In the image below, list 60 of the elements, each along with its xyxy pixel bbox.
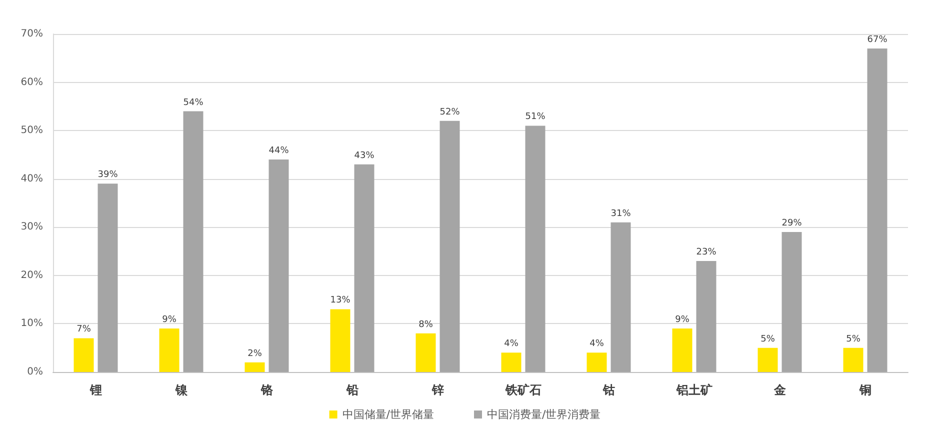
y-tick-label: 30%: [20, 222, 43, 233]
x-tick-label: 锂: [88, 383, 102, 397]
bar: [586, 352, 607, 372]
bar: [416, 333, 436, 372]
y-tick-label: 0%: [27, 366, 43, 378]
x-tick-label: 镍: [174, 383, 188, 397]
bar: [330, 309, 350, 372]
bar: [74, 338, 94, 372]
data-label: 8%: [418, 320, 434, 330]
data-label: 54%: [183, 98, 204, 108]
data-label: 2%: [248, 348, 262, 359]
bar: [98, 184, 118, 372]
bar: [159, 328, 180, 372]
data-label: 9%: [675, 315, 690, 326]
y-tick-label: 50%: [20, 125, 43, 136]
y-tick-label: 70%: [20, 28, 43, 40]
bar: [843, 348, 864, 372]
x-tick-label: 金: [772, 383, 787, 397]
bar: [525, 126, 546, 372]
x-tick-label: 铬: [260, 383, 274, 397]
y-tick-label: 20%: [20, 270, 43, 281]
data-label: 4%: [504, 339, 519, 350]
data-label: 29%: [782, 218, 802, 228]
x-tick-label: 锌: [430, 383, 444, 397]
bar: [672, 328, 692, 372]
x-tick-label: 钴: [602, 383, 615, 397]
data-label: 31%: [610, 208, 632, 219]
x-tick-label: 铁矿石: [504, 383, 542, 397]
data-label: 9%: [162, 315, 177, 326]
data-label: 67%: [867, 34, 888, 45]
bar: [244, 362, 265, 372]
bar: [610, 222, 631, 372]
data-label: 43%: [354, 150, 375, 161]
y-tick-label: 10%: [20, 318, 43, 330]
bar: [782, 232, 802, 372]
data-label: 44%: [268, 146, 290, 156]
data-label: 39%: [98, 170, 118, 180]
data-label: 23%: [696, 247, 717, 258]
x-tick-label: 铜: [858, 383, 872, 397]
data-label: 51%: [525, 112, 546, 122]
bar: [867, 48, 888, 372]
x-tick-label: 铝土矿: [675, 383, 712, 397]
bar: [440, 120, 460, 372]
y-tick-label: 60%: [20, 76, 43, 88]
data-label: 4%: [590, 339, 604, 350]
legend-label: 中国储量/世界储量: [342, 408, 434, 421]
data-label: 5%: [846, 334, 861, 344]
bar: [501, 352, 522, 372]
data-label: 7%: [76, 324, 92, 335]
bar: [183, 111, 204, 372]
data-label: 52%: [440, 107, 460, 118]
bar: [268, 160, 289, 372]
data-label: 13%: [330, 296, 351, 306]
bar: [696, 260, 716, 372]
data-label: 5%: [760, 334, 776, 344]
bar: [354, 164, 374, 372]
legend-label: 中国消费量/世界消费量: [487, 408, 601, 421]
y-tick-label: 40%: [20, 173, 43, 184]
bar: [758, 348, 778, 372]
x-tick-label: 铅: [345, 383, 358, 397]
